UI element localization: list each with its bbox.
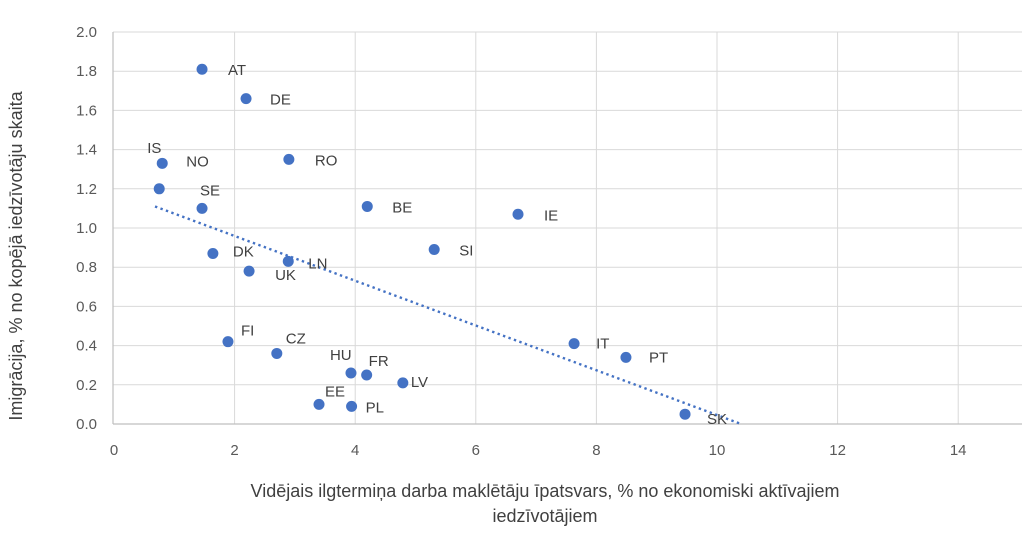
data-point-dot-UK <box>243 265 255 277</box>
data-point-label-SK: SK <box>707 411 727 428</box>
y-tick-label: 1.8 <box>76 63 97 80</box>
tick-labels-layer: 0.0 0.2 0.4 0.6 0.8 1.0 1.2 1.4 1.6 1.8 2.0 0 2 4 6 8 10… <box>76 24 966 459</box>
x-tick-label: 6 <box>472 442 480 459</box>
data-point-dot-NO <box>156 157 168 169</box>
trendline <box>154 205 742 426</box>
x-axis-title-line2: iedzīvotājiem <box>492 506 597 526</box>
data-point-label-AT: AT <box>228 62 246 79</box>
data-point-label-RO: RO <box>315 152 338 169</box>
data-point-dot-IS <box>153 183 165 195</box>
x-tick-label: 8 <box>592 442 600 459</box>
x-tick-label: 12 <box>829 442 846 459</box>
data-point-dot-BE <box>361 200 373 212</box>
data-point-dot-SI <box>428 244 440 256</box>
data-point-label-SE: SE <box>200 182 220 199</box>
y-tick-label: 1.0 <box>76 220 97 237</box>
data-point-dot-EE <box>313 398 325 410</box>
data-point-label-FI: FI <box>241 323 254 340</box>
x-axis-title-line1: Vidējais ilgtermiņa darba maklētāju īpat… <box>251 481 840 501</box>
data-point-dot-IT <box>568 338 580 350</box>
y-tick-label: 2.0 <box>76 24 97 41</box>
data-point-dot-FR <box>361 369 373 381</box>
data-point-label-LV: LV <box>411 374 428 391</box>
y-tick-label: 0.0 <box>76 416 97 433</box>
data-point-label-PT: PT <box>649 349 668 366</box>
y-axis-title: Imigrācija, % no kopējā iedzīvotāju skai… <box>6 90 26 420</box>
data-point-dot-HU <box>345 367 357 379</box>
data-point-dot-PL <box>346 400 358 412</box>
y-tick-label: 1.6 <box>76 102 97 119</box>
x-tick-label: 10 <box>709 442 726 459</box>
data-point-label-HU: HU <box>330 347 352 364</box>
data-point-label-LN: LN <box>308 255 327 272</box>
data-point-label-PL: PL <box>366 399 384 416</box>
data-point-label-IT: IT <box>596 336 609 353</box>
data-point-label-FR: FR <box>369 353 389 370</box>
y-tick-label: 1.4 <box>76 142 97 159</box>
data-point-dot-AT <box>196 63 208 75</box>
data-point-label-CZ: CZ <box>286 330 306 347</box>
data-point-dot-LN <box>282 255 294 267</box>
data-point-label-DK: DK <box>233 243 254 260</box>
data-point-dot-SE <box>196 202 208 214</box>
data-point-label-BE: BE <box>392 199 412 216</box>
x-tick-label: 0 <box>110 442 118 459</box>
points-layer: AT DE NO IS SE RO BE IE DK UK LN SI FI CZ HU FR LV EE PL IT… <box>147 62 727 428</box>
data-point-label-NO: NO <box>186 153 209 170</box>
data-point-label-IE: IE <box>544 207 558 224</box>
data-point-dot-DK <box>207 247 219 259</box>
y-tick-label: 0.4 <box>76 338 97 355</box>
data-point-label-SI: SI <box>459 243 473 260</box>
data-point-label-IS: IS <box>147 140 161 157</box>
y-tick-label: 0.6 <box>76 298 97 315</box>
data-point-label-EE: EE <box>325 383 345 400</box>
data-point-dot-CZ <box>271 347 283 359</box>
y-tick-label: 1.2 <box>76 181 97 198</box>
x-tick-label: 14 <box>950 442 967 459</box>
data-point-dot-FI <box>222 336 234 348</box>
data-point-label-DE: DE <box>270 92 291 109</box>
data-point-label-UK: UK <box>275 267 296 284</box>
data-point-dot-SK <box>679 408 691 420</box>
data-point-dot-PT <box>620 351 632 363</box>
x-tick-label: 2 <box>230 442 238 459</box>
grid-layer <box>112 31 1022 425</box>
data-point-dot-LV <box>397 377 409 389</box>
x-tick-label: 4 <box>351 442 359 459</box>
y-tick-label: 0.2 <box>76 377 97 394</box>
trendline-layer <box>154 205 742 426</box>
data-point-dot-DE <box>240 93 252 105</box>
data-point-dot-IE <box>512 208 524 220</box>
y-tick-label: 0.8 <box>76 259 97 276</box>
data-point-dot-RO <box>283 153 295 165</box>
